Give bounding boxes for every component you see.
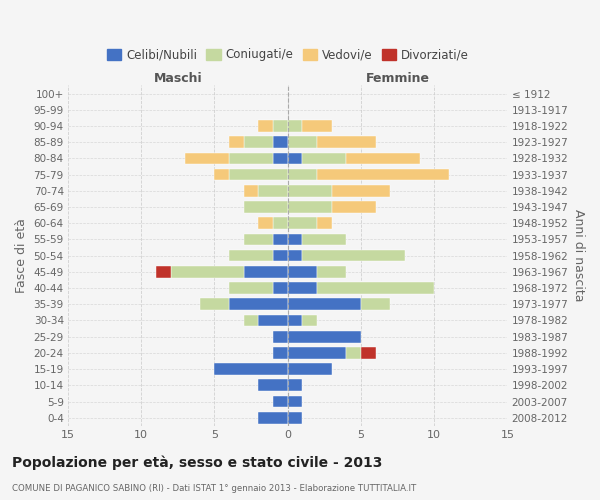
Bar	[287, 412, 302, 424]
Bar	[287, 331, 361, 342]
Bar	[273, 331, 287, 342]
Legend: Celibi/Nubili, Coniugati/e, Vedovi/e, Divorziati/e: Celibi/Nubili, Coniugati/e, Vedovi/e, Di…	[103, 44, 473, 66]
Bar	[273, 218, 287, 229]
Bar	[361, 298, 390, 310]
Bar	[317, 218, 332, 229]
Y-axis label: Fasce di età: Fasce di età	[15, 218, 28, 293]
Bar	[259, 185, 287, 196]
Bar	[287, 234, 302, 245]
Bar	[185, 152, 229, 164]
Bar	[170, 266, 244, 278]
Bar	[273, 136, 287, 148]
Bar	[273, 234, 287, 245]
Bar	[317, 282, 434, 294]
Bar	[214, 364, 287, 375]
Bar	[302, 234, 346, 245]
Bar	[287, 380, 302, 391]
Bar	[287, 250, 302, 262]
Bar	[259, 120, 273, 132]
Bar	[287, 120, 302, 132]
Bar	[332, 185, 390, 196]
Bar	[244, 314, 259, 326]
Bar	[287, 169, 317, 180]
Bar	[273, 250, 287, 262]
Bar	[346, 347, 361, 358]
Bar	[287, 185, 332, 196]
Bar	[302, 152, 346, 164]
Text: Popolazione per età, sesso e stato civile - 2013: Popolazione per età, sesso e stato civil…	[12, 456, 382, 470]
Bar	[229, 298, 287, 310]
Bar	[244, 234, 273, 245]
Bar	[317, 169, 449, 180]
Bar	[273, 152, 287, 164]
Bar	[302, 314, 317, 326]
Bar	[287, 364, 332, 375]
Bar	[259, 380, 287, 391]
Bar	[156, 266, 170, 278]
Bar	[229, 152, 273, 164]
Bar	[273, 347, 287, 358]
Text: Maschi: Maschi	[154, 72, 202, 86]
Bar	[317, 136, 376, 148]
Bar	[259, 412, 287, 424]
Bar	[287, 201, 332, 213]
Bar	[214, 169, 229, 180]
Bar	[361, 347, 376, 358]
Bar	[332, 201, 376, 213]
Bar	[287, 282, 317, 294]
Bar	[302, 250, 405, 262]
Bar	[273, 120, 287, 132]
Bar	[287, 136, 317, 148]
Bar	[287, 266, 317, 278]
Bar	[244, 201, 287, 213]
Bar	[244, 185, 259, 196]
Y-axis label: Anni di nascita: Anni di nascita	[572, 210, 585, 302]
Bar	[317, 266, 346, 278]
Bar	[287, 298, 361, 310]
Bar	[259, 218, 273, 229]
Bar	[244, 136, 273, 148]
Bar	[273, 282, 287, 294]
Bar	[259, 314, 287, 326]
Bar	[200, 298, 229, 310]
Bar	[244, 266, 287, 278]
Text: COMUNE DI PAGANICO SABINO (RI) - Dati ISTAT 1° gennaio 2013 - Elaborazione TUTTI: COMUNE DI PAGANICO SABINO (RI) - Dati IS…	[12, 484, 416, 493]
Bar	[229, 169, 287, 180]
Bar	[229, 282, 273, 294]
Bar	[229, 250, 273, 262]
Bar	[287, 218, 317, 229]
Bar	[287, 314, 302, 326]
Bar	[287, 152, 302, 164]
Bar	[287, 396, 302, 407]
Bar	[287, 347, 346, 358]
Bar	[302, 120, 332, 132]
Bar	[346, 152, 419, 164]
Bar	[229, 136, 244, 148]
Text: Femmine: Femmine	[365, 72, 430, 86]
Bar	[273, 396, 287, 407]
